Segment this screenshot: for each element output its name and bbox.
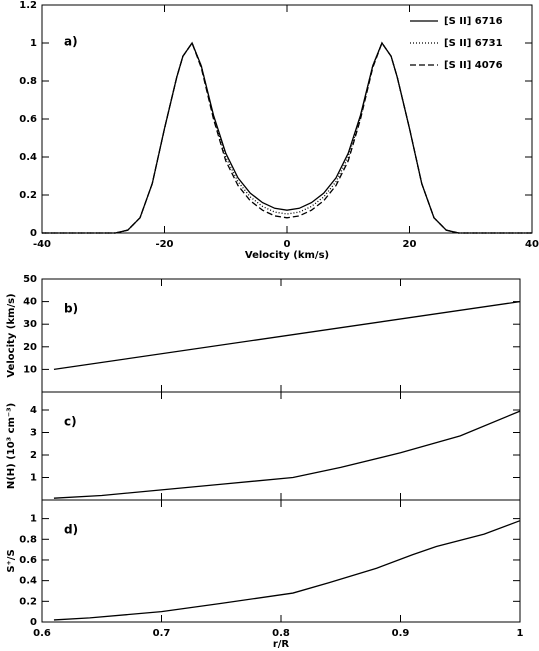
x-axis-label: r/R	[273, 639, 290, 650]
y-tick-label: 0.6	[19, 114, 37, 125]
plot-frame	[41, 499, 521, 623]
panel-label: d)	[64, 523, 78, 537]
line	[42, 41, 532, 234]
y-axis-label: Velocity (km/s)	[6, 293, 17, 377]
plot-frame	[41, 278, 521, 393]
legend-label: [S II] 6731	[444, 38, 503, 49]
x-tick-label: 20	[403, 239, 417, 250]
y-tick-label: 3	[30, 428, 37, 439]
x-axis-label: Velocity (km/s)	[245, 250, 329, 261]
panel-label: a)	[64, 35, 78, 49]
legend-label: [S II] 4076	[444, 60, 503, 71]
y-tick-label: 0.4	[19, 152, 37, 163]
x-tick-label: 0.9	[392, 628, 410, 639]
line	[53, 300, 521, 371]
legend-label: [S II] 6716	[444, 16, 503, 27]
y-tick-label: 4	[30, 405, 37, 416]
y-tick-label: 0.8	[19, 534, 37, 545]
y-axis-label: N(H) (10³ cm⁻³)	[6, 403, 17, 489]
y-tick-label: 0	[30, 617, 37, 628]
y-tick-label: 0	[30, 228, 37, 239]
panel-label: c)	[64, 415, 77, 429]
y-tick-label: 1	[30, 473, 37, 484]
line	[53, 410, 521, 499]
x-tick-label: -20	[155, 239, 173, 250]
line	[53, 520, 521, 621]
y-tick-label: 1	[30, 514, 37, 525]
x-tick-label: 0	[284, 239, 291, 250]
y-tick-label: 10	[23, 364, 37, 375]
y-tick-label: 0.2	[19, 190, 37, 201]
y-tick-label: 0.2	[19, 596, 37, 607]
line	[42, 41, 532, 234]
x-tick-label: 0.7	[153, 628, 171, 639]
y-tick-label: 40	[23, 297, 37, 308]
panel-label: b)	[64, 302, 78, 316]
y-axis-label: S⁺/S	[6, 549, 17, 572]
x-tick-label: 0.6	[33, 628, 51, 639]
x-tick-label: 40	[525, 239, 539, 250]
y-tick-label: 50	[23, 274, 37, 285]
plot-frame	[41, 391, 521, 501]
y-tick-label: 0.6	[19, 555, 37, 566]
y-tick-label: 1	[30, 38, 37, 49]
x-tick-label: -40	[33, 239, 51, 250]
y-tick-label: 30	[23, 319, 37, 330]
x-tick-label: 1	[517, 628, 524, 639]
y-tick-label: 20	[23, 342, 37, 353]
x-tick-label: 0.8	[272, 628, 290, 639]
y-tick-label: 1.2	[19, 0, 37, 11]
line	[42, 41, 532, 234]
y-tick-label: 2	[30, 450, 37, 461]
y-tick-label: 0.8	[19, 76, 37, 87]
y-tick-label: 0.4	[19, 576, 37, 587]
